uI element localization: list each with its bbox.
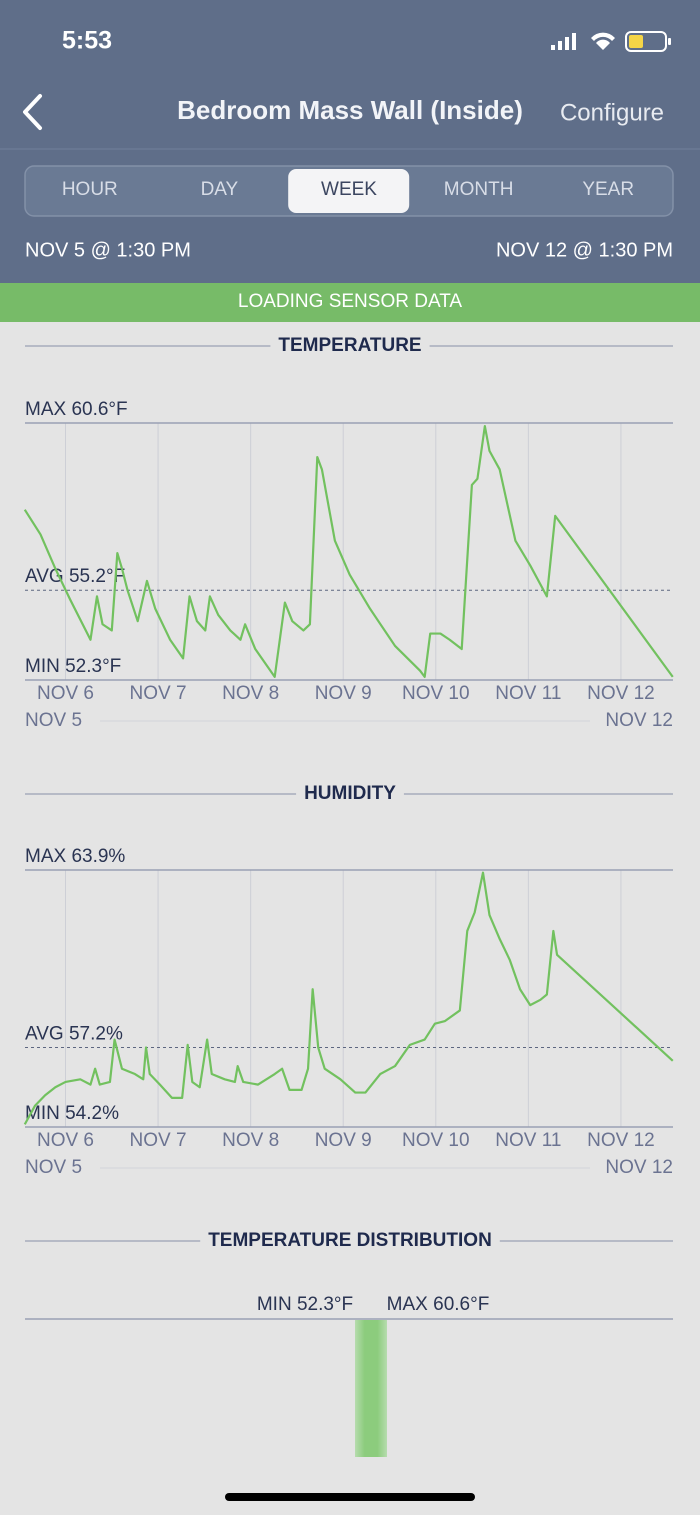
tab[interactable]: DAY — [201, 179, 239, 200]
tab[interactable]: MONTH — [444, 179, 514, 200]
range-end-label: NOV 12 — [605, 710, 673, 731]
x-tick-label: NOV 9 — [315, 1130, 372, 1151]
x-tick-label: NOV 10 — [402, 683, 470, 704]
x-tick-label: NOV 7 — [130, 683, 187, 704]
data-line — [23, 871, 674, 1125]
section-title: TEMPERATURE — [278, 335, 421, 356]
y-tick-label: AVG 57.2% — [25, 1024, 123, 1045]
x-tick-label: NOV 10 — [402, 1130, 470, 1151]
y-tick-label: AVG 55.2°F — [25, 566, 125, 587]
section-title: TEMPERATURE DISTRIBUTION — [208, 1230, 492, 1251]
tab[interactable]: HOUR — [62, 179, 118, 200]
distribution-bar — [355, 1320, 387, 1457]
distribution-min: MIN 52.3°F — [257, 1294, 353, 1315]
range-start-label: NOV 5 — [25, 1157, 82, 1178]
data-line — [23, 425, 674, 678]
x-tick-label: NOV 6 — [37, 1130, 94, 1151]
screen-title: Bedroom Mass Wall (Inside) — [177, 95, 523, 125]
status-icons — [551, 31, 671, 52]
x-tick-label: NOV 6 — [37, 683, 94, 704]
tab-selected-bg — [288, 169, 410, 213]
y-tick-label: MAX 63.9% — [25, 846, 125, 867]
y-tick-label: MAX 60.6°F — [25, 399, 128, 420]
home-indicator — [225, 1493, 475, 1501]
tab[interactable]: WEEK — [321, 179, 377, 200]
section-title: HUMIDITY — [304, 783, 396, 804]
tab[interactable]: YEAR — [582, 179, 634, 200]
configure-button[interactable]: Configure — [560, 99, 664, 126]
x-tick-label: NOV 8 — [222, 683, 279, 704]
range-end-label: NOV 12 — [605, 1157, 673, 1178]
x-tick-label: NOV 11 — [495, 1130, 561, 1151]
status-time: 5:53 — [62, 27, 112, 55]
back-button[interactable] — [23, 94, 42, 130]
x-tick-label: NOV 7 — [130, 1130, 187, 1151]
distribution-max: MAX 60.6°F — [387, 1294, 490, 1315]
banner-text: LOADING SENSOR DATA — [238, 291, 462, 312]
x-tick-label: NOV 11 — [495, 683, 561, 704]
x-tick-label: NOV 12 — [587, 683, 655, 704]
x-tick-label: NOV 8 — [222, 1130, 279, 1151]
range-start: NOV 5 @ 1:30 PM — [25, 239, 191, 261]
y-tick-label: MIN 54.2% — [25, 1103, 119, 1124]
y-tick-label: MIN 52.3°F — [25, 656, 121, 677]
range-start-label: NOV 5 — [25, 710, 82, 731]
x-tick-label: NOV 9 — [315, 683, 372, 704]
range-end: NOV 12 @ 1:30 PM — [496, 239, 673, 261]
header-bg — [0, 0, 700, 283]
loading-banner — [0, 283, 700, 322]
x-tick-label: NOV 12 — [587, 1130, 655, 1151]
